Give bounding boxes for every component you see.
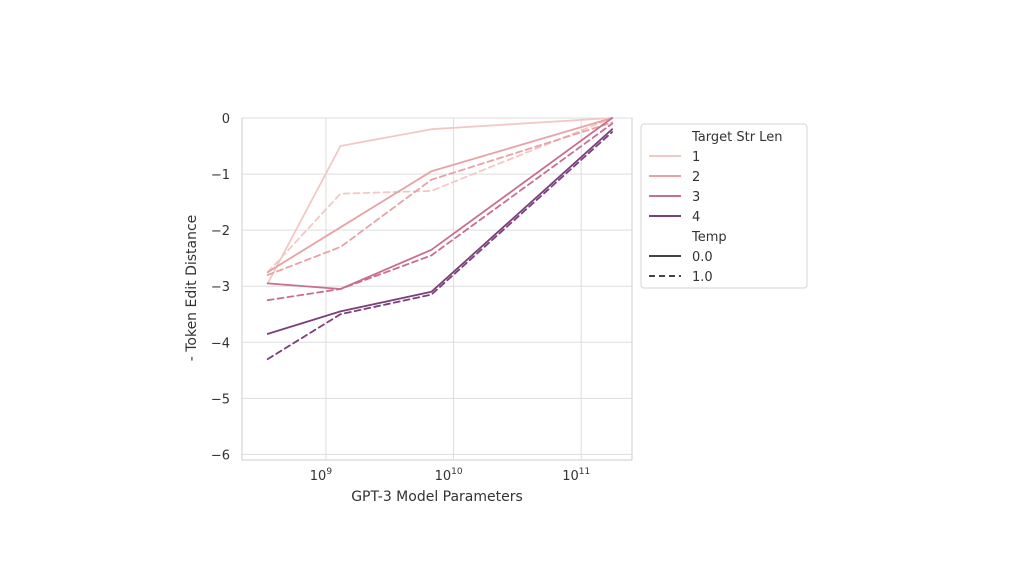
y-tick-label: −4 [211,336,230,351]
legend-label: 4 [692,210,700,225]
series-lines [266,117,614,361]
series-line-len-2-temp-0.0 [266,117,614,274]
legend-hue-title: Target Str Len [691,130,782,145]
y-tick-label: −2 [211,224,230,239]
series-line-len-4-temp-1.0 [266,131,614,361]
series-line-len-2-temp-1.0 [266,121,614,276]
x-axis-label: GPT-3 Model Parameters [351,489,523,505]
series-line-len-4-temp-0.0 [266,128,614,335]
y-tick-labels: 0 −1 −2 −3 −4 −5 −6 [211,112,230,463]
legend-label: 3 [692,190,700,205]
legend-style-title: Temp [691,230,727,245]
series-line-len-3-temp-1.0 [266,122,614,302]
legend-frame [640,123,808,289]
legend-label: 1.0 [692,270,713,285]
series-line-len-3-temp-0.0 [266,117,614,290]
series-line-len-1-temp-1.0 [266,117,614,274]
x-tick-label: 1011 [562,467,590,484]
x-tick-label: 109 [310,467,333,484]
y-axis-label: - Token Edit Distance [184,215,200,362]
grid-lines [242,117,632,460]
legend-label: 1 [692,150,700,165]
x-tick-label: 1010 [435,467,463,484]
y-tick-label: −5 [211,392,230,407]
y-tick-label: −3 [211,280,230,295]
y-tick-label: −1 [211,168,230,183]
y-tick-label: 0 [222,112,230,127]
legend: Target Str Len 1 2 3 4 Temp 0.0 1.0 [640,123,808,289]
series-line-len-1-temp-0.0 [266,117,614,285]
legend-label: 0.0 [692,250,713,265]
y-tick-label: −6 [211,448,230,463]
x-tick-labels: 109 1010 1011 [310,467,590,484]
legend-label: 2 [692,170,700,185]
